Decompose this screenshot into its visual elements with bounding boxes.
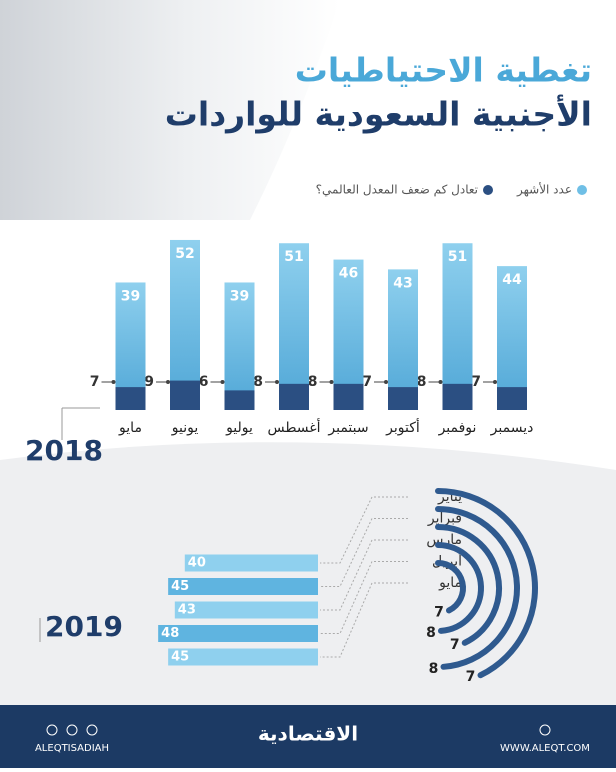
bar <box>168 578 318 595</box>
x-tick-label: أغسطس <box>267 418 320 436</box>
bar <box>184 554 318 572</box>
bar-value: 48 <box>161 626 179 641</box>
footer <box>0 705 616 768</box>
connector <box>320 561 408 634</box>
x-tick-label: نوفمبر <box>438 420 477 436</box>
connector <box>320 496 408 564</box>
bar <box>442 243 473 410</box>
value-dot <box>384 380 388 384</box>
x-tick-label: سبتمبر <box>327 420 368 436</box>
bar-value: 39 <box>121 288 140 304</box>
title-line1: تغطية الاحتياطيات <box>295 51 592 90</box>
bar <box>168 648 318 666</box>
year-label: 2018 <box>25 434 103 467</box>
bar <box>174 601 318 619</box>
legend-label: تعادل كم ضعف المعدل العالمي؟ <box>316 183 478 197</box>
arc <box>435 524 502 646</box>
inner-value: 7 <box>362 374 372 390</box>
bar-inner <box>497 387 527 410</box>
value-dot <box>275 380 279 384</box>
bar-value: 43 <box>178 603 196 618</box>
bar-value: 43 <box>393 275 412 291</box>
bar-value: 40 <box>188 556 206 571</box>
arc <box>435 542 484 634</box>
inner-value: 8 <box>253 374 263 390</box>
legend-label: عدد الأشهر <box>516 182 572 198</box>
value-dot <box>329 380 334 384</box>
inner-value: 8 <box>417 374 427 390</box>
bar-inner <box>115 387 146 410</box>
bar <box>224 282 255 410</box>
bar-value: 46 <box>339 266 358 282</box>
bar-inner <box>333 383 364 410</box>
x-tick-label: أكتوبر <box>385 418 420 436</box>
arc <box>435 560 466 614</box>
bar-value: 39 <box>230 288 249 304</box>
x-tick-label: ديسمبر <box>490 420 534 436</box>
inner-value: 8 <box>308 374 318 390</box>
inner-value: 9 <box>144 374 154 390</box>
arc-value: 7 <box>450 637 460 653</box>
bar-value: 44 <box>502 272 522 288</box>
bar <box>158 625 318 642</box>
arc-value: 8 <box>426 625 436 641</box>
arc-value: 7 <box>466 669 476 685</box>
connector <box>320 539 408 611</box>
value-dot <box>220 380 225 384</box>
inner-value: 7 <box>471 374 481 390</box>
bar-value: 52 <box>175 246 194 262</box>
x-tick-label: يونيو <box>171 420 199 436</box>
title-line2: الأجنبية السعودية للواردات <box>165 94 592 135</box>
photo-area <box>0 0 340 220</box>
year-label: 2019 <box>45 610 123 643</box>
legend-swatch <box>483 185 493 195</box>
footer-website: WWW.ALEQT.COM <box>500 743 590 754</box>
bar <box>497 266 527 410</box>
value-dot <box>111 380 116 384</box>
arc <box>435 506 520 670</box>
value-dot <box>493 380 497 384</box>
bar-value: 51 <box>284 249 303 265</box>
bar-inner <box>388 387 418 410</box>
bar-inner <box>442 383 473 410</box>
social-icon <box>46 724 58 736</box>
month-label: مايو <box>438 575 462 591</box>
arc <box>435 488 538 679</box>
bar <box>279 243 309 410</box>
value-dot <box>166 380 170 384</box>
value-dot <box>438 380 443 384</box>
inner-value: 7 <box>90 374 100 390</box>
bar-inner <box>279 383 309 410</box>
legend-swatch <box>577 185 587 195</box>
footer-social: ALEQTISADIAH <box>35 743 109 754</box>
bar-inner <box>170 380 200 410</box>
social-icon <box>66 724 78 736</box>
inner-value: 6 <box>199 374 209 390</box>
arc-value: 7 <box>434 604 444 620</box>
connector <box>320 582 408 658</box>
web-icon <box>539 724 551 736</box>
x-tick-label: يوليو <box>225 420 253 436</box>
month-label: فبراير <box>427 511 462 527</box>
bar <box>388 269 418 410</box>
footer-logo: الاقتصادية <box>258 722 358 746</box>
arc-value: 8 <box>429 661 439 677</box>
x-tick-label: مايو <box>118 420 142 436</box>
social-icon <box>86 724 98 736</box>
lower-panel <box>0 442 616 705</box>
bar-inner <box>224 390 255 410</box>
bar-value: 51 <box>448 249 467 265</box>
bar-value: 45 <box>171 650 189 665</box>
bar-value: 45 <box>171 579 189 594</box>
connector <box>320 518 408 587</box>
